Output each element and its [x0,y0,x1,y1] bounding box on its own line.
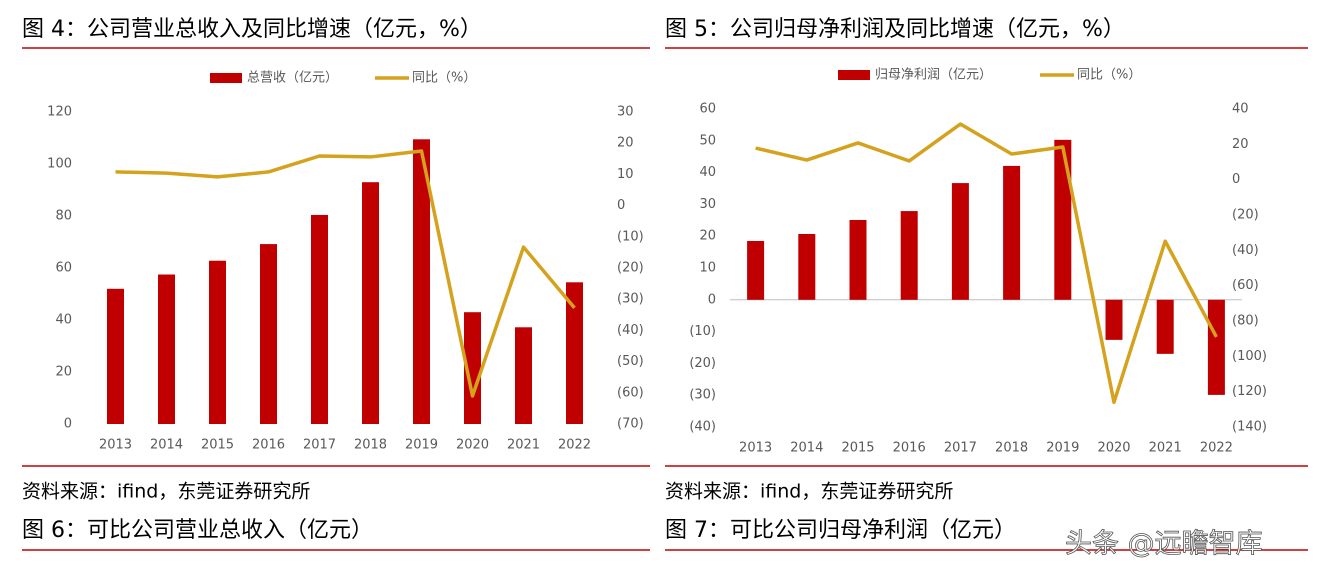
tick-label: (10) [689,324,716,339]
tick-label: (20) [617,261,644,276]
bar [798,233,816,300]
tick-label: (100) [1232,349,1267,364]
tick-label: 40 [1232,102,1249,117]
tick-label: (70) [617,417,644,432]
legend-label: 同比（%） [1077,68,1141,83]
x-tick-label: 2013 [739,441,772,456]
tick-label: 120 [47,105,72,120]
x-tick-label: 2014 [150,438,183,453]
legend-label: 总营收（亿元） [247,71,338,86]
figure-title: 图 7：可比公司归母净利润（亿元） [665,518,1016,543]
bar [1207,299,1225,395]
bar [107,288,124,424]
tick-label: (60) [617,385,644,400]
x-tick-label: 2021 [507,438,540,453]
tick-label: (80) [1232,314,1259,329]
bar [209,260,226,424]
bar [1156,299,1174,354]
bar [413,139,430,425]
legend-swatch [838,70,870,80]
figure-title: 图 6：可比公司营业总收入（亿元） [22,518,373,543]
bar [158,274,175,424]
tick-label: 20 [55,365,72,380]
tick-label: 0 [1232,172,1240,187]
x-tick-label: 2016 [252,438,285,453]
bar [515,327,532,424]
x-tick-label: 2018 [995,441,1028,456]
tick-label: 10 [617,167,634,182]
tick-label: (40) [689,420,716,435]
tick-label: 20 [617,136,634,151]
tick-label: (40) [617,323,644,338]
bar [362,182,379,424]
x-tick-label: 2017 [944,441,977,456]
tick-label: (60) [1232,278,1259,293]
bar [464,312,481,424]
tick-label: 20 [699,229,716,244]
tick-label: 80 [55,209,72,224]
x-tick-label: 2019 [1046,441,1079,456]
line [755,122,1218,405]
bar [1105,299,1123,340]
tick-label: 0 [617,198,625,213]
tick-label: (20) [1232,208,1259,223]
bar [260,244,277,424]
line [115,149,576,398]
x-tick-label: 2020 [1097,441,1130,456]
tick-label: (30) [617,292,644,307]
chart-title: 图 5：公司归母净利润及同比增速（亿元，%） [665,17,1125,42]
bar [566,282,583,424]
x-tick-label: 2022 [558,438,591,453]
x-tick-label: 2014 [790,441,823,456]
x-tick-label: 2022 [1200,441,1233,456]
x-tick-label: 2020 [456,438,489,453]
tick-label: 60 [699,102,716,117]
x-tick-label: 2013 [99,438,132,453]
legend-label: 归母净利润（亿元） [875,68,992,83]
tick-label: (20) [689,356,716,371]
tick-label: (50) [617,354,644,369]
tick-label: (120) [1232,384,1267,399]
bar [849,219,867,300]
tick-label: 100 [47,157,72,172]
tick-label: 60 [55,261,72,276]
watermark: 头条 @远瞻智库 [1065,529,1263,560]
x-tick-label: 2019 [405,438,438,453]
source: 资料来源：ifind，东莞证券研究所 [22,481,310,503]
tick-label: 40 [699,165,716,180]
tick-label: 40 [55,313,72,328]
x-tick-label: 2018 [354,438,387,453]
bar [1003,165,1021,300]
tick-label: (30) [689,388,716,403]
tick-label: 30 [617,105,634,120]
tick-label: 30 [699,197,716,212]
bar [900,211,918,300]
tick-label: (10) [617,229,644,244]
x-tick-label: 2016 [893,441,926,456]
tick-label: (40) [1232,243,1259,258]
chart-title: 图 4：公司营业总收入及同比增速（亿元，%） [22,17,482,42]
source: 资料来源：ifind，东莞证券研究所 [665,481,953,503]
x-tick-label: 2015 [201,438,234,453]
bar [951,183,969,300]
tick-label: (140) [1232,420,1267,435]
legend-swatch [210,73,242,83]
tick-label: 50 [699,133,716,148]
bar [1054,139,1072,300]
x-tick-label: 2015 [841,441,874,456]
x-tick-label: 2017 [303,438,336,453]
x-tick-label: 2021 [1149,441,1182,456]
legend-label: 同比（%） [412,71,476,86]
tick-label: 0 [708,292,716,307]
tick-label: 10 [699,261,716,276]
bar [311,214,328,424]
bar [747,240,765,300]
tick-label: 20 [1232,137,1249,152]
tick-label: 0 [64,417,72,432]
